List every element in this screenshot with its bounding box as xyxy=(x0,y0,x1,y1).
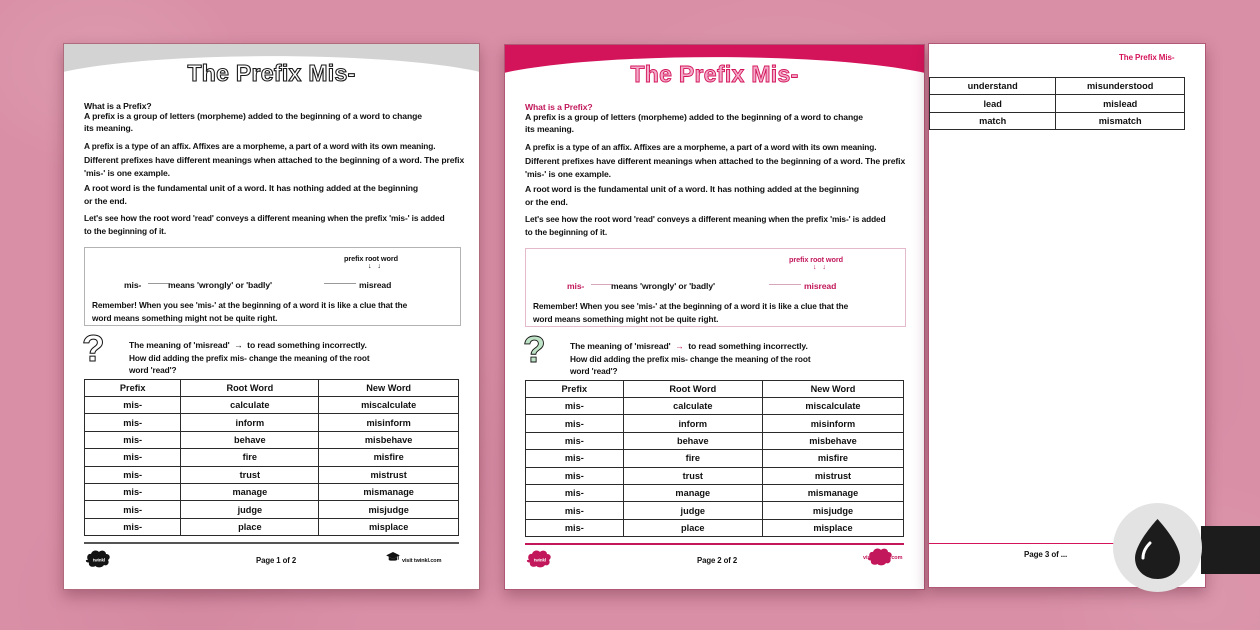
svg-text:?: ? xyxy=(82,332,105,368)
svg-text:twinkl: twinkl xyxy=(534,557,546,562)
svg-text:twinkl: twinkl xyxy=(93,557,105,562)
svg-text:?: ? xyxy=(523,333,546,369)
